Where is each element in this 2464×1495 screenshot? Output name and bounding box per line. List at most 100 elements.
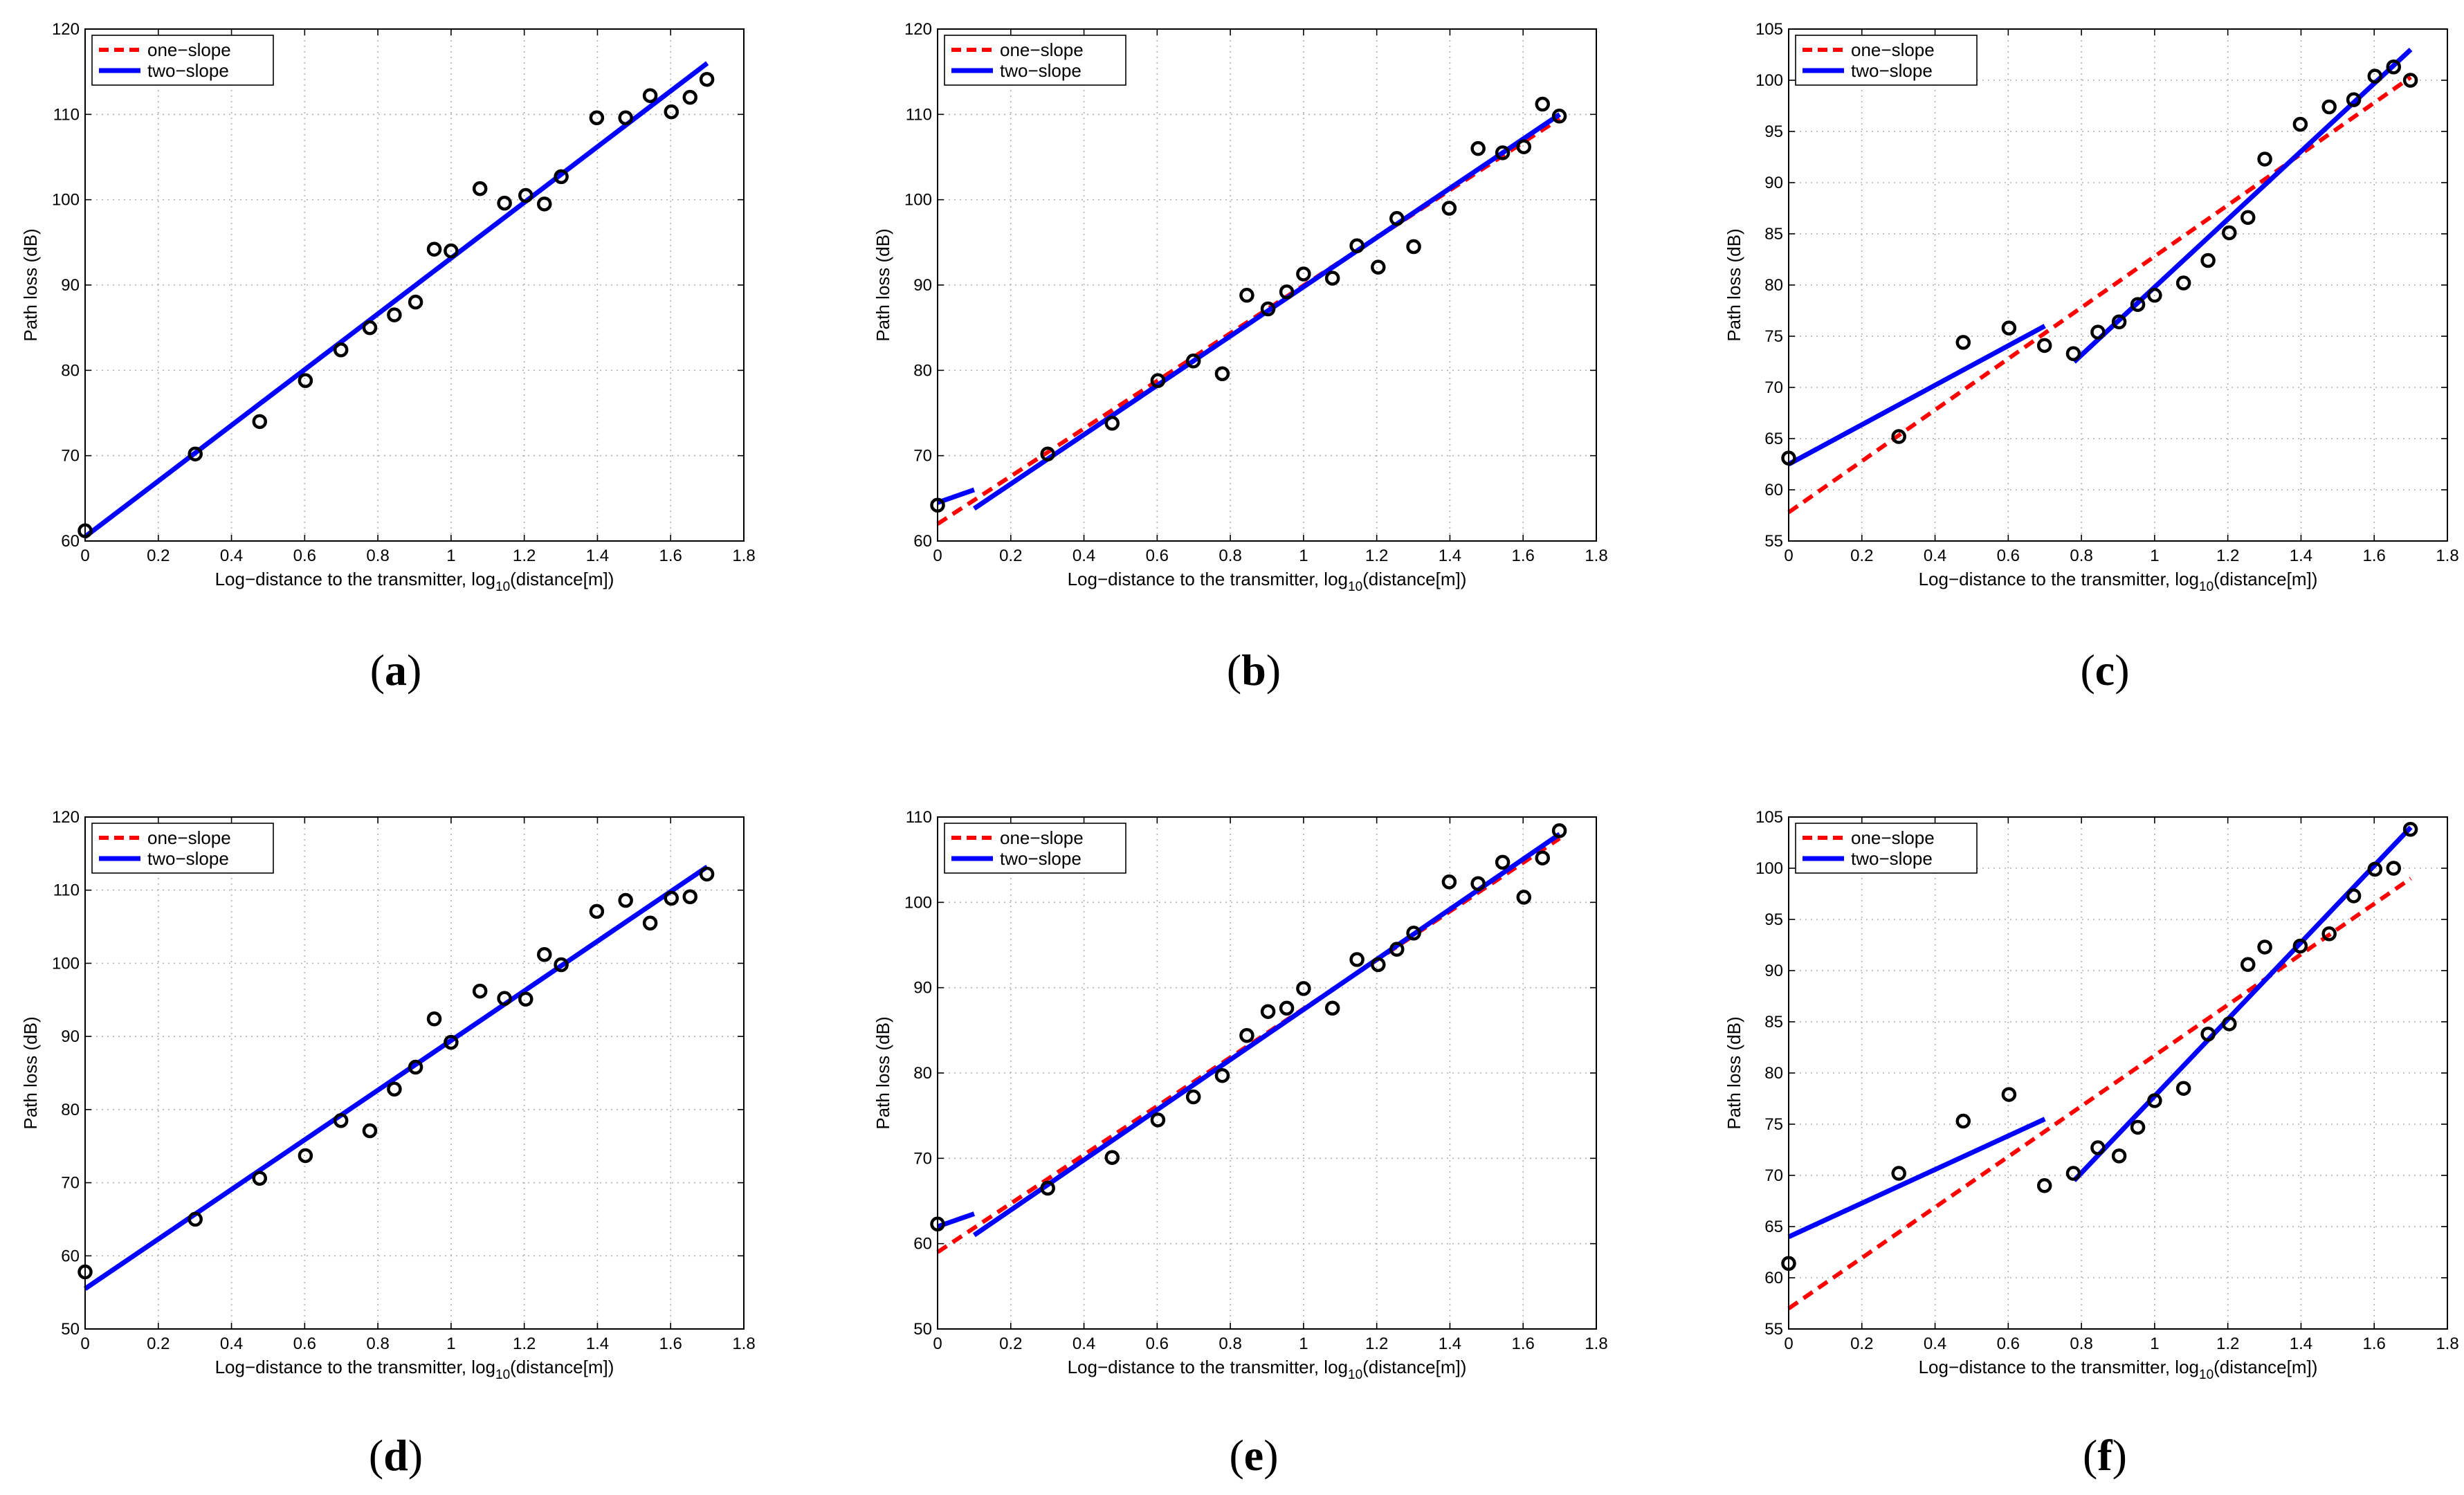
data-point — [2402, 73, 2418, 88]
plot-frame — [1788, 28, 2448, 542]
data-point — [1349, 238, 1365, 254]
panel-d: 0 0.2 0.4 0.6 0.8 1 1.2 1.4 1.6 1.8 50 60 70 80 90 100 1… — [20, 808, 756, 1480]
panel-c: 0 0.2 0.4 0.6 0.8 1 1.2 1.4 1.6 1.8 55 60 65 70 75 80 85… — [1724, 20, 2459, 695]
data-point — [1495, 854, 1511, 870]
y-tick-label: 100 — [904, 893, 932, 912]
x-tick-label: 0.4 — [1924, 547, 1946, 565]
panel-caption: (a) — [370, 645, 422, 695]
x-tick-label: 0.6 — [1146, 1335, 1169, 1353]
data-point — [2241, 210, 2256, 226]
y-tick-label: 90 — [913, 979, 932, 998]
data-point — [472, 181, 488, 196]
x-tick-label: 0.2 — [999, 547, 1022, 565]
data-point — [1185, 1089, 1201, 1105]
data-point — [426, 241, 442, 257]
data-point — [1150, 1112, 1166, 1128]
data-point — [2090, 324, 2106, 340]
legend-two-slope-label: two−slope — [1000, 848, 1082, 869]
y-tick-label: 80 — [913, 1064, 932, 1083]
x-tick-label: 0.8 — [1219, 547, 1241, 565]
x-tick-label: 1.8 — [732, 1335, 755, 1353]
data-point — [497, 195, 512, 211]
data-point — [1239, 288, 1254, 303]
panel-caption: (d) — [369, 1431, 423, 1480]
x-tick-label: 0 — [933, 547, 942, 565]
data-point — [1371, 259, 1386, 275]
data-point — [1324, 270, 1340, 286]
data-point — [2200, 253, 2216, 268]
y-axis-label: Path loss (dB) — [1724, 1016, 1744, 1129]
legend-two-slope-label: two−slope — [1000, 60, 1082, 81]
data-point — [298, 373, 313, 388]
data-point — [1214, 1067, 1230, 1083]
data-point — [1955, 335, 1971, 350]
y-tick-label: 95 — [1764, 122, 1783, 141]
x-tick-label: 0 — [1784, 547, 1793, 565]
data-point — [2257, 152, 2272, 167]
data-point — [1324, 1000, 1340, 1016]
data-point — [2367, 68, 2383, 84]
y-tick-label: 85 — [1764, 225, 1783, 244]
data-point — [2001, 1087, 2017, 1102]
x-tick-label: 0.6 — [293, 1335, 316, 1353]
plot-frame — [1788, 816, 2448, 1330]
panel-e: 0 0.2 0.4 0.6 0.8 1 1.2 1.4 1.6 1.8 50 60 70 80 90 100 1… — [873, 808, 1608, 1480]
x-tick-label: 1 — [446, 1335, 455, 1353]
panel-f: 0 0.2 0.4 0.6 0.8 1 1.2 1.4 1.6 1.8 55 60 65 70 75 80 85… — [1724, 808, 2459, 1480]
data-point — [188, 446, 203, 461]
y-tick-label: 50 — [913, 1320, 932, 1339]
x-tick-label: 1 — [2150, 1335, 2159, 1353]
x-tick-label: 1.8 — [2436, 547, 2458, 565]
two-slope-line — [83, 61, 709, 539]
panel-caption: (c) — [2080, 645, 2129, 695]
legend-one-slope-label: one−slope — [147, 39, 231, 60]
legend-box — [944, 35, 1126, 86]
data-point — [2346, 92, 2362, 107]
x-tick-label: 0.4 — [1073, 1335, 1095, 1353]
x-tick-label: 1.4 — [1439, 547, 1461, 565]
y-tick-label: 95 — [1764, 910, 1783, 929]
data-point — [1040, 1180, 1055, 1196]
data-point — [1150, 373, 1166, 388]
data-point — [408, 294, 423, 310]
y-tick-label: 90 — [1764, 962, 1783, 980]
data-point — [537, 196, 552, 212]
data-point — [642, 915, 658, 931]
legend-one-slope-label: one−slope — [147, 827, 231, 848]
data-point — [618, 892, 633, 908]
x-tick-label: 0.8 — [366, 547, 389, 565]
x-tick-label: 1 — [1299, 1335, 1308, 1353]
legend-two-slope-label: two−slope — [1851, 60, 1933, 81]
two-slope-line — [2072, 825, 2413, 1182]
panel-caption: (f) — [2083, 1431, 2127, 1480]
data-point — [497, 991, 512, 1006]
x-tick-label: 1.2 — [2216, 547, 2239, 565]
data-point — [2321, 99, 2337, 115]
data-point — [1260, 1004, 1276, 1019]
x-tick-label: 1.4 — [586, 1335, 609, 1353]
y-tick-label: 70 — [913, 447, 932, 466]
two-slope-line — [936, 487, 976, 505]
data-point — [1040, 446, 1055, 461]
data-point — [2321, 926, 2337, 942]
y-tick-label: 100 — [52, 191, 80, 210]
x-tick-label: 0 — [80, 547, 89, 565]
data-point — [1470, 140, 1486, 156]
x-tick-label: 1.4 — [586, 547, 609, 565]
data-point — [1239, 1027, 1254, 1043]
y-tick-label: 65 — [1764, 1218, 1783, 1236]
x-tick-label: 0.6 — [1146, 547, 1169, 565]
x-tick-label: 0.2 — [147, 1335, 170, 1353]
data-point — [408, 1059, 423, 1075]
plot-frame — [84, 816, 745, 1330]
x-tick-label: 0.4 — [1073, 547, 1095, 565]
panel-caption: (e) — [1229, 1431, 1278, 1480]
x-tick-label: 1.8 — [1585, 547, 1607, 565]
data-point — [2175, 275, 2191, 291]
data-point — [1406, 239, 1421, 255]
y-tick-label: 70 — [1764, 1166, 1783, 1185]
data-point — [1279, 1000, 1295, 1016]
data-point — [444, 243, 459, 259]
